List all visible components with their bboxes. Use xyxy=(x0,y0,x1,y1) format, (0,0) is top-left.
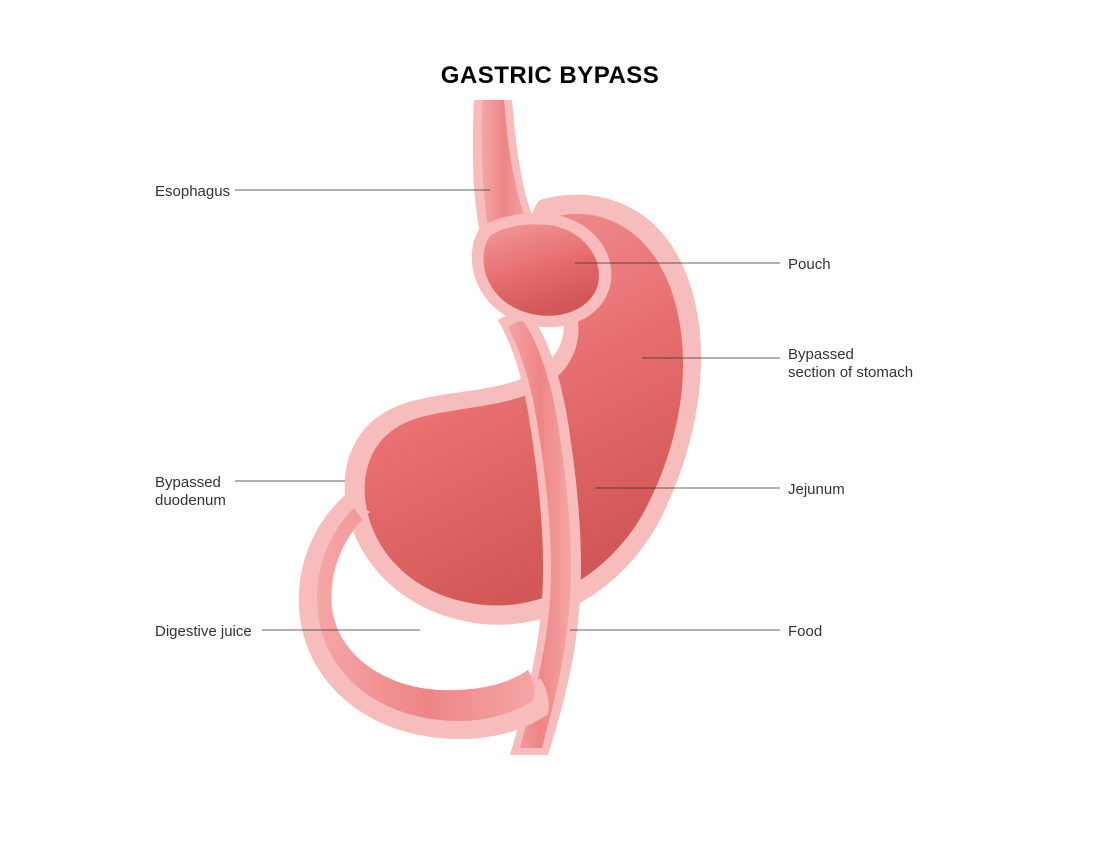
label-jejunum: Jejunum xyxy=(788,480,845,500)
label-bypassed-stomach-l2: section of stomach xyxy=(788,363,913,383)
label-bypassed-duodenum-l1: Bypassed xyxy=(155,473,221,493)
label-pouch: Pouch xyxy=(788,255,831,275)
label-digestive-juice: Digestive juice xyxy=(155,622,252,642)
label-food: Food xyxy=(788,622,822,642)
gastric-bypass-diagram xyxy=(0,0,1100,842)
label-bypassed-duodenum-l2: duodenum xyxy=(155,491,226,511)
label-esophagus: Esophagus xyxy=(155,182,230,202)
label-bypassed-stomach-l1: Bypassed xyxy=(788,345,854,365)
